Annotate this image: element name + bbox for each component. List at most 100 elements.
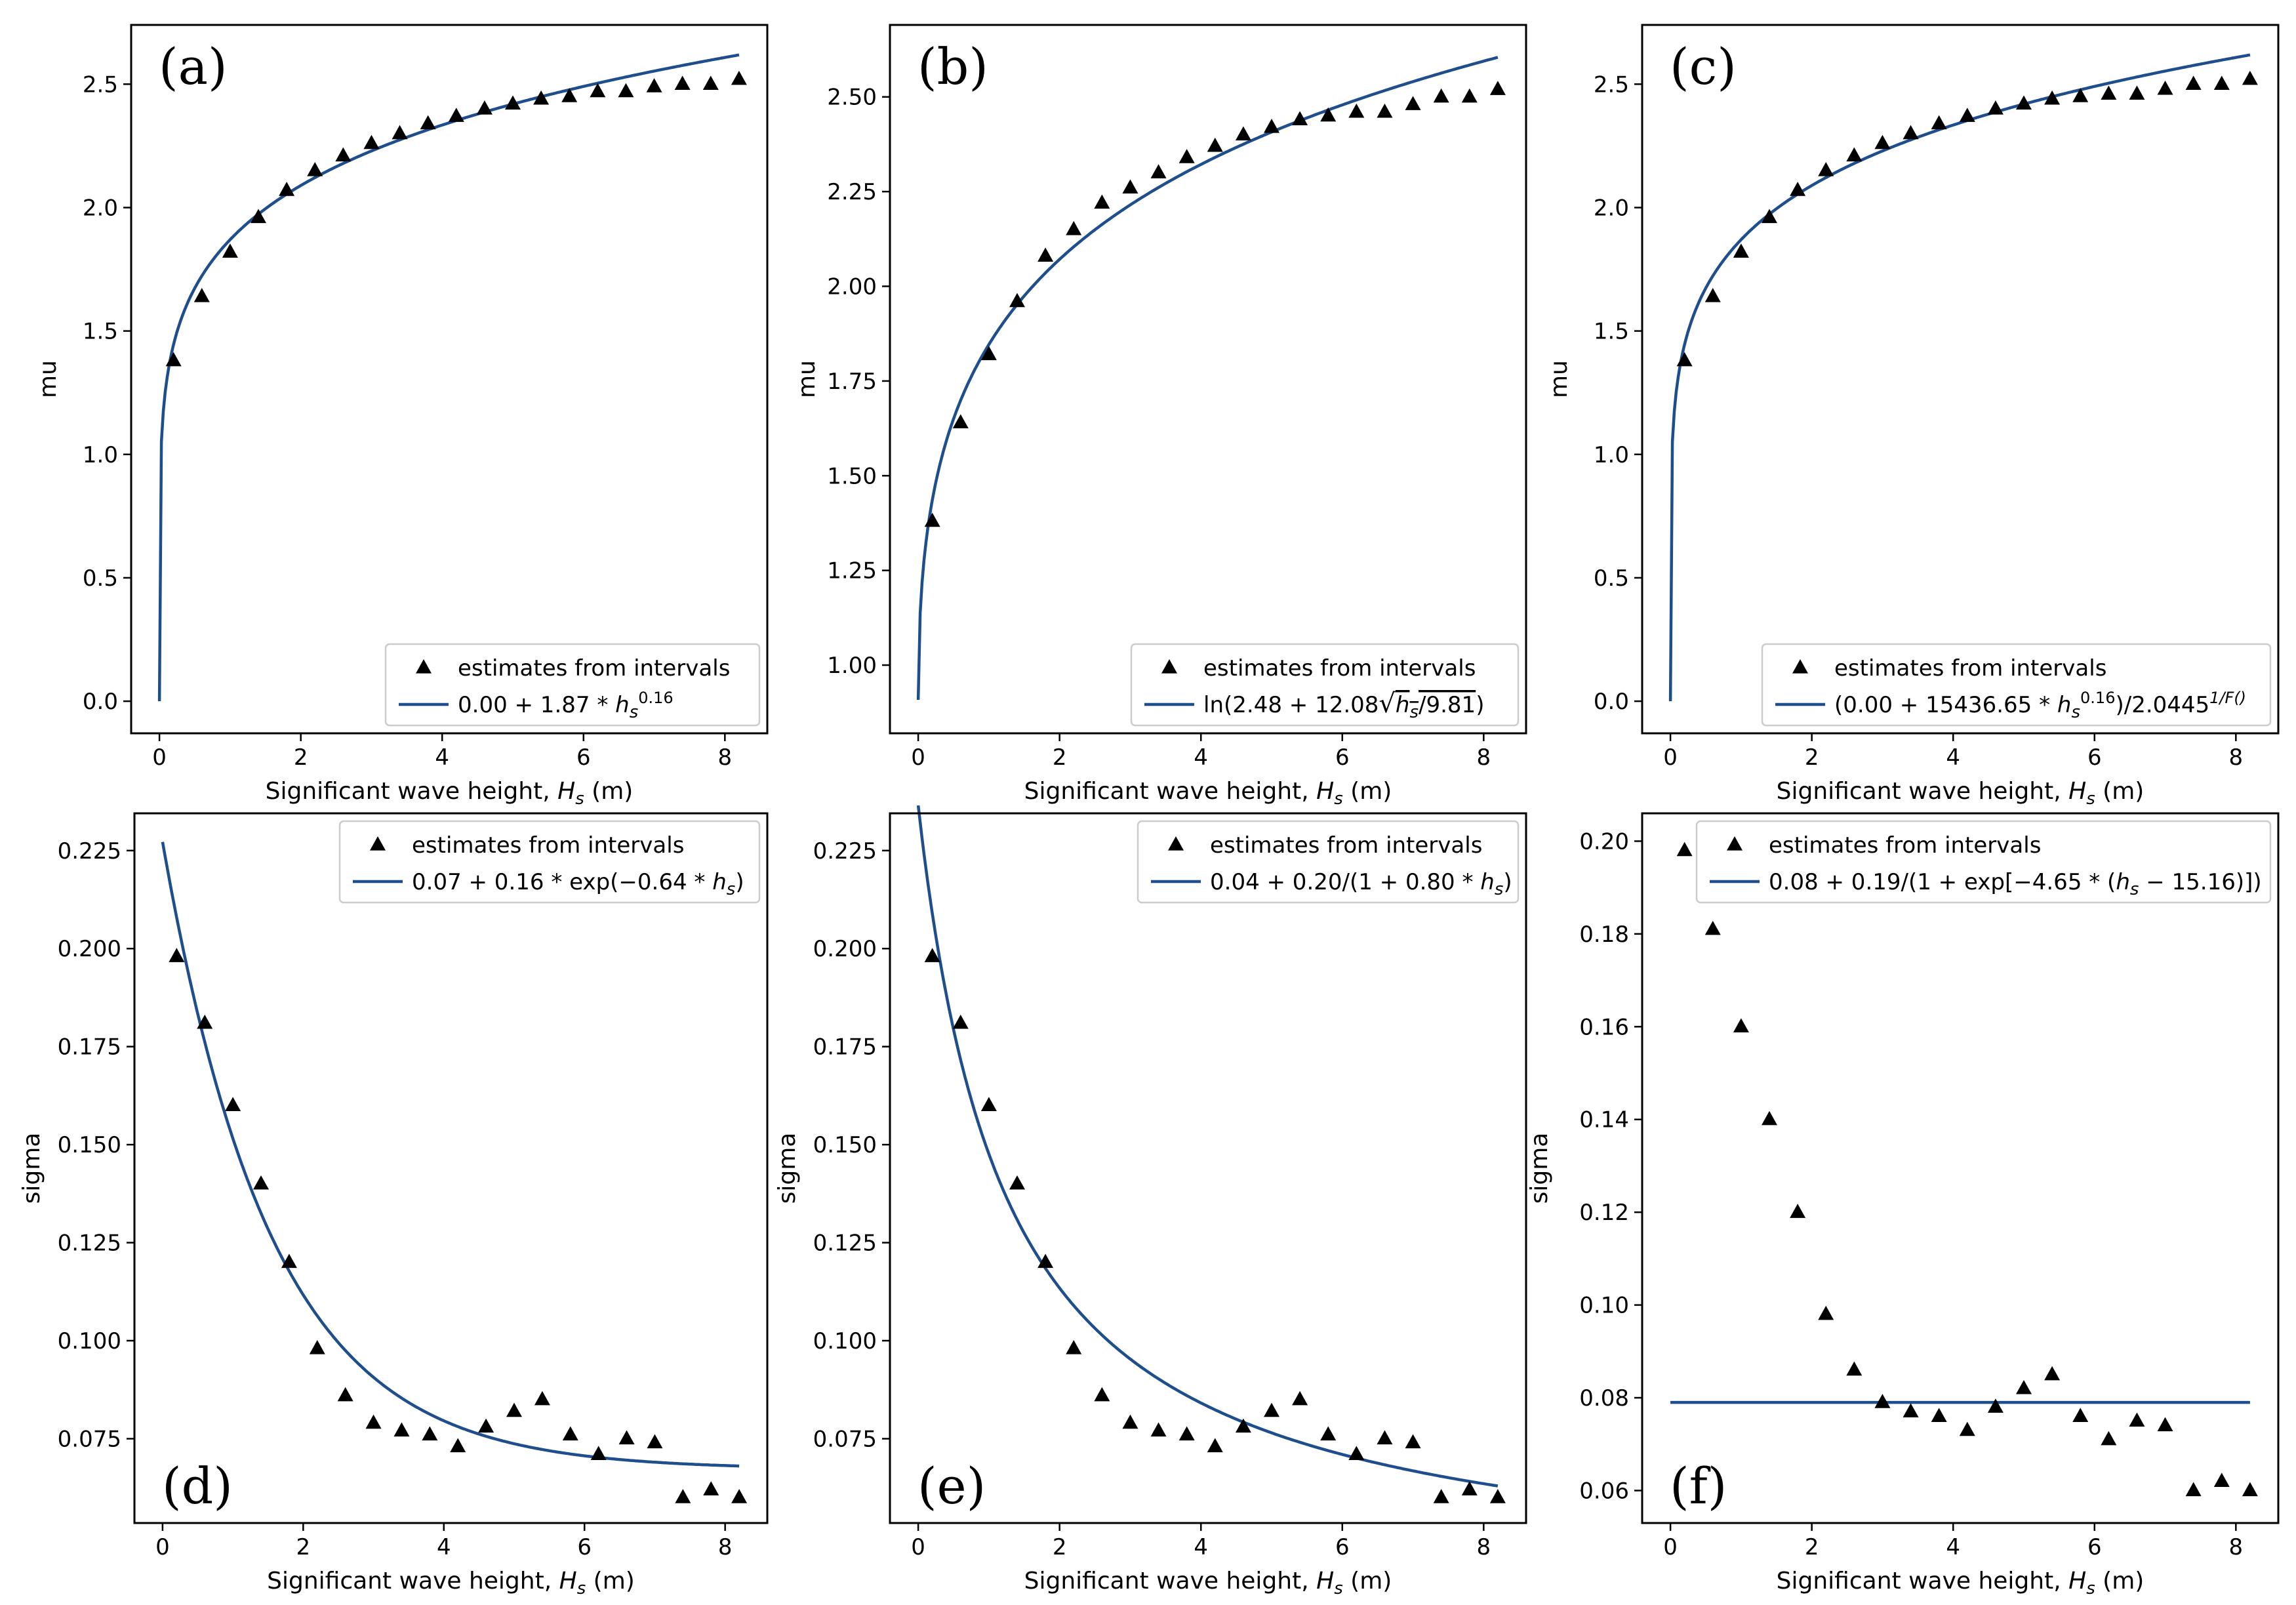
panel-letter: (c) — [1670, 37, 1737, 96]
estimate-point — [980, 1097, 997, 1111]
y-tick-label: 0.075 — [813, 1426, 877, 1452]
legend-fit-label: 0.07 + 0.16 * exp(−0.64 * hs) — [412, 869, 744, 899]
x-tick-label: 4 — [435, 744, 449, 771]
x-axis-label: Significant wave height, Hs (m) — [1024, 1568, 1392, 1598]
y-tick-label: 0.5 — [83, 565, 118, 592]
x-tick-label: 0 — [1663, 1534, 1678, 1560]
estimate-point — [422, 1426, 438, 1441]
estimate-point — [2101, 1431, 2117, 1446]
estimate-point — [646, 78, 662, 92]
estimate-point — [279, 182, 295, 196]
estimate-point — [1320, 1426, 1337, 1441]
legend-fit-label: 0.04 + 0.20/(1 + 0.80 * hs) — [1210, 869, 1512, 899]
legend-marker — [1161, 659, 1177, 674]
legend-marker — [1168, 836, 1184, 851]
x-axis-label: Significant wave height, Hs (m) — [266, 778, 634, 809]
y-tick-label: 0.06 — [1579, 1478, 1629, 1504]
estimate-point — [1348, 1446, 1365, 1461]
estimate-point — [1235, 1418, 1251, 1433]
estimate-point — [1461, 88, 1478, 103]
panel-b: 0 2 4 6 8 1.00 1.25 1.50 1.75 2.00 2.25 2.50 Signifi… — [794, 24, 1527, 809]
estimate-point — [1987, 100, 2004, 115]
panel-letter: (b) — [917, 37, 988, 96]
estimate-point — [1178, 1426, 1195, 1441]
estimate-point — [337, 1387, 353, 1402]
estimate-point — [952, 414, 969, 429]
y-tick-label: 0.10 — [1579, 1293, 1629, 1319]
x-tick-label: 2 — [1805, 1534, 1819, 1560]
legend-box — [1761, 643, 2272, 727]
x-tick-label: 6 — [577, 1534, 592, 1560]
estimate-point — [731, 1489, 748, 1503]
y-tick-label: 2.0 — [83, 195, 118, 221]
legend-points-label: estimates from intervals — [1210, 832, 1482, 859]
estimate-point — [1009, 1175, 1025, 1190]
estimate-point — [251, 209, 266, 224]
estimate-point — [618, 1430, 635, 1445]
y-tick-label: 1.5 — [83, 319, 118, 345]
x-tick-label: 8 — [718, 1534, 733, 1560]
legend-marker — [416, 659, 432, 674]
estimate-point — [2129, 1412, 2145, 1427]
estimate-point — [1037, 247, 1054, 262]
legend-points-label: estimates from intervals — [1834, 655, 2106, 681]
estimate-point — [1150, 164, 1167, 178]
y-tick-label: 0.100 — [58, 1328, 121, 1354]
estimate-point — [2016, 1379, 2032, 1394]
estimate-point — [2129, 85, 2145, 100]
estimate-point — [952, 1014, 969, 1029]
estimate-point — [1489, 1489, 1506, 1503]
estimate-point — [647, 1434, 663, 1449]
y-tick-label: 0.5 — [1594, 565, 1629, 592]
x-axis-label: Significant wave height, Hs (m) — [1777, 1568, 2145, 1598]
estimate-point — [393, 1422, 410, 1437]
x-tick-label: 6 — [1335, 744, 1350, 771]
estimate-point — [1377, 103, 1393, 118]
estimate-point — [675, 1489, 691, 1503]
estimate-point — [1433, 1489, 1449, 1503]
plot-frame — [889, 24, 1527, 735]
x-tick-label: 4 — [1946, 744, 1960, 771]
legend-points-label: estimates from intervals — [1203, 655, 1476, 681]
y-tick-label: 1.25 — [827, 558, 877, 584]
estimate-point — [169, 948, 185, 962]
estimate-point — [225, 1097, 241, 1111]
estimate-point — [165, 352, 182, 367]
y-tick-label: 0.075 — [58, 1426, 121, 1452]
estimate-point — [307, 162, 323, 176]
x-axis-label: Significant wave height, Hs (m) — [1024, 778, 1392, 809]
panel-d: 0 2 4 6 8 0.075 0.100 0.125 0.150 0.175 0.200 0.225… — [18, 812, 769, 1598]
panel-letter: (f) — [1670, 1457, 1727, 1515]
y-axis-label: mu — [794, 360, 820, 398]
estimate-point — [2016, 95, 2032, 110]
estimate-point — [1931, 115, 1947, 130]
x-tick-label: 6 — [1335, 1534, 1350, 1560]
estimate-point — [924, 512, 940, 527]
estimate-point — [506, 1402, 522, 1417]
estimate-point — [1762, 209, 1777, 224]
y-tick-label: 0.18 — [1579, 922, 1629, 948]
y-tick-label: 2.5 — [1594, 71, 1629, 98]
legend: estimates from intervals 0.08 + 0.19/(1 +… — [1695, 820, 2272, 904]
estimate-point — [1377, 1430, 1393, 1445]
estimate-point — [448, 108, 464, 122]
y-tick-label: 2.25 — [827, 179, 877, 205]
panel-letter: (d) — [162, 1457, 233, 1515]
plot-frame — [133, 812, 769, 1524]
legend: estimates from intervals ln(2.48 + 12.08√… — [1130, 643, 1520, 727]
panel-c: 0 2 4 6 8 0.0 0.5 1.0 1.5 2.0 2.5 Significant wave … — [1546, 24, 2280, 809]
y-tick-label: 1.50 — [827, 463, 877, 489]
estimate-point — [1903, 125, 1919, 140]
legend-points-label: estimates from intervals — [458, 655, 730, 681]
estimate-point — [1818, 1305, 1834, 1320]
plot-frame — [1641, 24, 2280, 735]
estimate-point — [1235, 126, 1251, 141]
estimate-point — [193, 287, 210, 302]
y-tick-label: 0.12 — [1579, 1200, 1629, 1226]
estimate-point — [2072, 88, 2089, 102]
legend-fit-label: 0.00 + 1.87 * hs0.16 — [458, 689, 674, 722]
panel-a: 0 2 4 6 8 0.0 0.5 1.0 1.5 2.0 2.5 Significant wave … — [35, 24, 769, 809]
estimate-point — [1676, 842, 1693, 857]
x-tick-label: 0 — [155, 1534, 170, 1560]
estimate-point — [590, 83, 606, 98]
